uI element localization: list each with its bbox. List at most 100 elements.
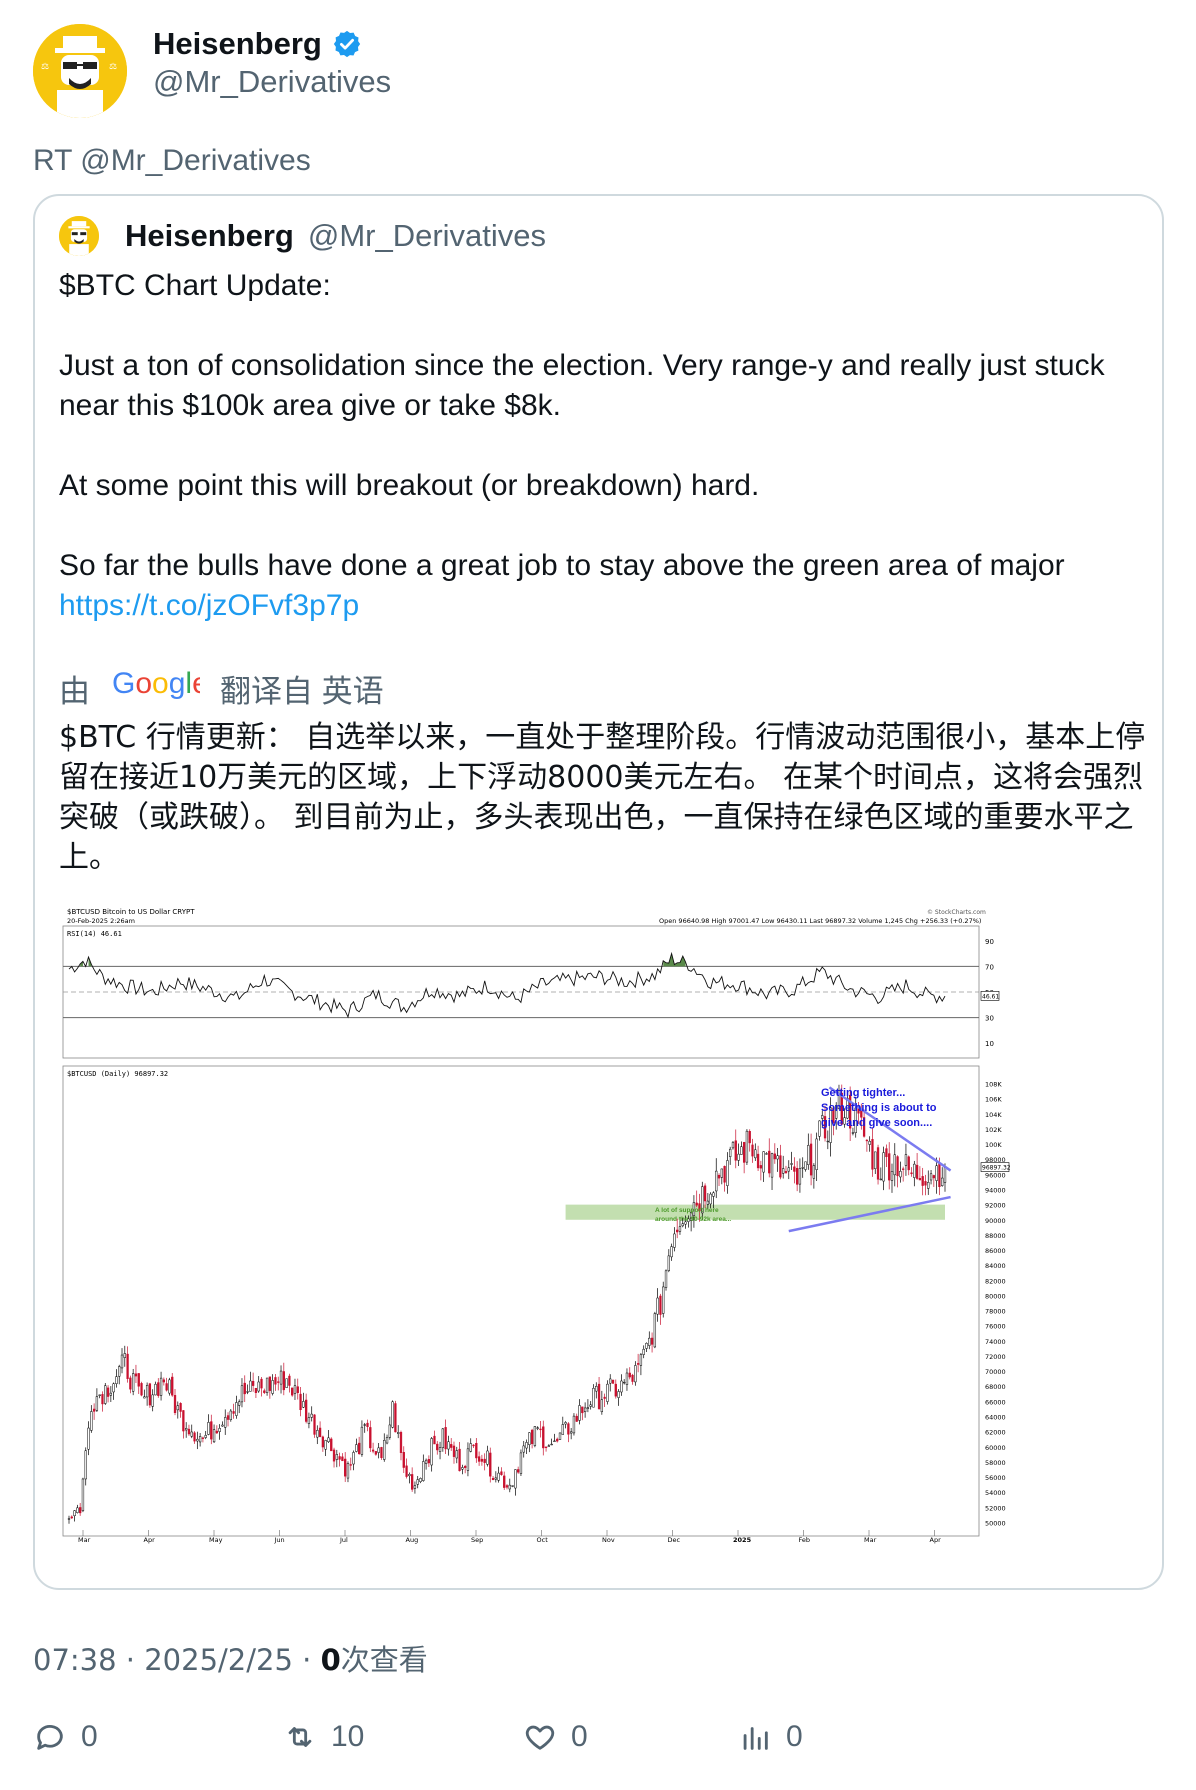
candle-body xyxy=(500,1471,503,1475)
candle-body xyxy=(464,1465,467,1468)
views-button[interactable]: 0 xyxy=(738,1720,803,1754)
candle-body xyxy=(517,1469,520,1473)
candle-body xyxy=(687,1218,690,1222)
candle-body xyxy=(572,1415,576,1434)
candle-body xyxy=(391,1401,394,1428)
price-panel-frame xyxy=(62,1065,980,1537)
candle-body xyxy=(890,1171,894,1181)
candle-body xyxy=(338,1456,341,1460)
tweet-time[interactable]: 07:38 xyxy=(33,1643,117,1677)
x-tick-label: Feb xyxy=(799,1536,811,1544)
candle-body xyxy=(154,1383,157,1396)
candle-body xyxy=(840,1092,843,1125)
candle-body xyxy=(67,1518,71,1520)
candle-body xyxy=(126,1353,129,1379)
like-button[interactable]: 0 xyxy=(523,1720,588,1754)
candle-body xyxy=(547,1445,550,1447)
candle-body xyxy=(288,1375,291,1386)
translation-attribution[interactable]: 由 Google 翻译自 英语 xyxy=(59,667,384,709)
candle-body xyxy=(664,1270,668,1288)
candle-body xyxy=(698,1203,701,1212)
candle-body xyxy=(611,1379,615,1384)
candle-body xyxy=(120,1354,124,1369)
tweet-date[interactable]: 2025/2/25 xyxy=(144,1643,293,1677)
candle-body xyxy=(455,1450,458,1459)
tweet-link[interactable]: https://t.co/jzOFvf3p7p xyxy=(59,589,360,622)
candle-body xyxy=(910,1172,913,1175)
candle-body xyxy=(168,1379,171,1394)
candle-body xyxy=(902,1168,905,1170)
candle-body xyxy=(768,1150,771,1174)
candle-body xyxy=(505,1485,509,1488)
candle-body xyxy=(678,1226,682,1232)
quoted-author-avatar[interactable] xyxy=(59,216,99,256)
chart-symbol: $BTCUSD Bitcoin to US Dollar CRYPT xyxy=(67,908,195,916)
candle-body xyxy=(589,1404,592,1407)
quoted-author-handle[interactable]: @Mr_Derivatives xyxy=(307,218,547,253)
like-count: 0 xyxy=(571,1720,588,1753)
candle-body xyxy=(101,1394,104,1405)
candle-body xyxy=(263,1390,266,1393)
candle-body xyxy=(623,1381,626,1384)
reply-button[interactable]: 0 xyxy=(33,1720,98,1754)
author-avatar[interactable]: ⚖ ⚖ xyxy=(33,24,127,118)
tweet-paragraph: Just a ton of consolidation since the el… xyxy=(59,349,1105,422)
candle-body xyxy=(104,1385,107,1404)
rsi-last-label: 46.61 xyxy=(982,993,999,1000)
candle-body xyxy=(862,1117,866,1137)
x-tick-label: Nov xyxy=(602,1536,615,1544)
support-zone xyxy=(565,1204,945,1220)
candle-body xyxy=(676,1229,679,1233)
candle-body xyxy=(410,1474,414,1490)
svg-text:⚖: ⚖ xyxy=(109,62,117,72)
candle-body xyxy=(804,1161,807,1170)
candle-body xyxy=(332,1449,336,1462)
candle-body xyxy=(723,1166,726,1183)
retweet-button[interactable]: 10 xyxy=(283,1720,364,1754)
candle-body xyxy=(291,1387,294,1396)
x-tick-label: Mar xyxy=(864,1536,877,1544)
candle-body xyxy=(235,1402,238,1416)
candle-body xyxy=(539,1428,542,1431)
author-name[interactable]: Heisenberg xyxy=(153,26,362,62)
candle-body xyxy=(754,1149,757,1159)
candle-body xyxy=(729,1148,732,1157)
candle-body xyxy=(145,1384,149,1398)
action-bar: 0 10 0 0 xyxy=(33,1720,1163,1768)
price-tick-label: 54000 xyxy=(985,1489,1006,1497)
candle-body xyxy=(271,1380,274,1394)
candle-body xyxy=(140,1383,143,1396)
candle-body xyxy=(692,1202,696,1216)
candle-body xyxy=(497,1472,500,1481)
candle-body xyxy=(346,1463,350,1479)
candle-body xyxy=(868,1140,871,1145)
candle-body xyxy=(491,1477,495,1480)
price-tick-label: 104K xyxy=(985,1111,1002,1119)
quoted-author-name[interactable]: Heisenberg xyxy=(125,218,294,253)
quoted-tweet-header: Heisenberg @Mr_Derivatives xyxy=(59,216,546,256)
candle-body xyxy=(190,1431,193,1437)
candle-body xyxy=(556,1438,559,1442)
price-tick-label: 84000 xyxy=(985,1262,1006,1270)
candle-body xyxy=(254,1387,258,1393)
candle-body xyxy=(793,1166,796,1172)
candle-body xyxy=(229,1410,232,1421)
quoted-tweet-card[interactable]: Heisenberg @Mr_Derivatives $BTC Chart Up… xyxy=(33,194,1164,1590)
candle-body xyxy=(662,1286,665,1314)
candle-body xyxy=(773,1153,776,1160)
candle-body xyxy=(893,1154,896,1176)
candle-body xyxy=(438,1447,442,1452)
candle-body xyxy=(268,1376,272,1391)
candle-body xyxy=(882,1152,885,1182)
candle-body xyxy=(179,1403,182,1412)
price-tick-label: 78000 xyxy=(985,1308,1006,1316)
tweet-paragraph: So far the bulls have done a great job t… xyxy=(59,549,1065,582)
candle-body xyxy=(224,1417,227,1428)
btc-chart-image[interactable]: $BTCUSD Bitcoin to US Dollar CRYPT 20-Feb… xyxy=(59,904,1129,1544)
author-name-text: Heisenberg xyxy=(153,26,322,61)
candle-body xyxy=(357,1442,361,1454)
price-tick-label: 64000 xyxy=(985,1414,1006,1422)
author-handle[interactable]: @Mr_Derivatives xyxy=(153,64,392,99)
candle-body xyxy=(123,1353,126,1358)
candle-body xyxy=(436,1443,439,1451)
